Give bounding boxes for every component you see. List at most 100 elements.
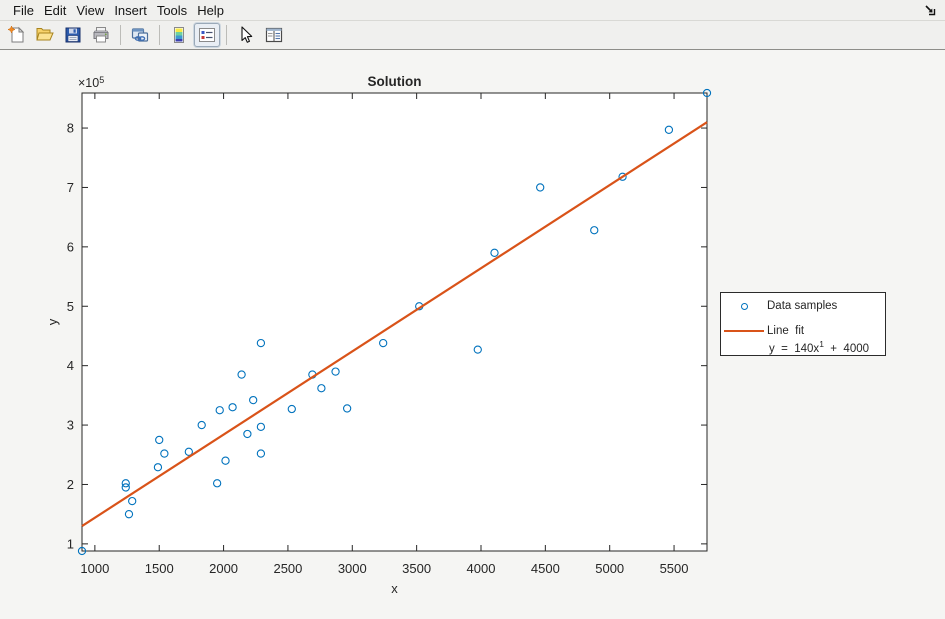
equation-pre: y = 140x	[769, 342, 820, 355]
y-tick-label: 6	[67, 239, 74, 254]
legend-entry-line-fit: Line fit	[721, 322, 885, 340]
insert-legend-icon	[199, 28, 215, 42]
x-tick-label: 2000	[209, 561, 238, 576]
legend-label: Line fit	[767, 325, 805, 337]
x-tick-label: 4000	[467, 561, 496, 576]
menu-view[interactable]: View	[76, 2, 105, 18]
y-tick-label: 8	[67, 121, 74, 136]
toolbar-separator	[120, 25, 121, 45]
data-point	[215, 406, 224, 415]
dock-figure-arrow-icon	[925, 5, 936, 16]
data-point	[221, 456, 230, 465]
data-point	[618, 172, 627, 181]
menu-file[interactable]: File	[13, 2, 34, 18]
figure-canvas: 1000 1500 2000 2500 3000 3500 4000 4500 5000 5500…	[0, 50, 945, 619]
y-axis-exponent-label: ×105	[78, 75, 104, 90]
data-point	[287, 404, 296, 414]
y-tick-label: 1	[67, 536, 74, 551]
data-point	[243, 429, 252, 439]
y-axis-label: y	[45, 318, 60, 325]
menu-bar: File Edit View Insert Tools Help	[0, 0, 945, 21]
data-point	[249, 395, 258, 405]
x-tick-label: 1000	[80, 561, 109, 576]
edit-plot-icon	[241, 26, 253, 43]
property-inspector-icon	[265, 27, 283, 43]
new-figure-icon	[7, 25, 25, 43]
data-point	[124, 510, 134, 519]
legend-marker-circle-icon	[740, 302, 748, 310]
property-inspector-button[interactable]	[261, 23, 287, 47]
data-point	[77, 546, 87, 556]
legend-entry-data-samples: Data samples	[721, 297, 885, 315]
fit-line	[81, 121, 708, 527]
x-tick-label: 2500	[273, 561, 302, 576]
legend-marker-line-icon	[724, 330, 764, 332]
menu-help[interactable]: Help	[197, 2, 224, 18]
equation-post: + 4000	[823, 342, 870, 355]
data-point	[256, 449, 266, 458]
data-point	[155, 435, 164, 445]
data-point	[184, 447, 193, 456]
print-figure-button[interactable]	[88, 23, 114, 47]
data-point	[121, 483, 130, 492]
data-point	[331, 367, 340, 376]
data-point	[342, 404, 352, 413]
new-figure-button[interactable]	[4, 23, 30, 47]
y-tick-label: 2	[67, 477, 74, 492]
x-axis-label: x	[391, 581, 398, 596]
x-tick-label: 5500	[660, 561, 689, 576]
toolbar-separator	[226, 25, 227, 45]
data-point	[237, 370, 246, 379]
dock-figure-button[interactable]	[923, 3, 937, 17]
data-point	[473, 345, 482, 354]
figure-toolbar	[0, 21, 945, 50]
insert-legend-button[interactable]	[194, 23, 220, 47]
data-point	[702, 88, 712, 98]
edit-plot-button[interactable]	[233, 23, 259, 47]
open-file-button[interactable]	[32, 23, 58, 47]
data-point	[153, 463, 163, 472]
menu-tools[interactable]: Tools	[156, 2, 188, 18]
data-point	[228, 403, 237, 412]
y-tick-label: 4	[67, 358, 74, 373]
toolbar-separator	[159, 25, 160, 45]
equation-exponent: 1	[819, 339, 824, 349]
data-point	[160, 449, 169, 458]
data-point	[212, 479, 222, 488]
menu-insert[interactable]: Insert	[114, 2, 147, 18]
data-point	[197, 420, 206, 430]
save-figure-icon	[65, 27, 81, 43]
x-tick-label: 5000	[595, 561, 624, 576]
data-point	[121, 479, 130, 488]
y-tick-label: 3	[67, 418, 74, 433]
plot-area: 1000 1500 2000 2500 3000 3500 4000 4500 5000 5500…	[45, 74, 712, 596]
x-tick-label: 3000	[338, 561, 367, 576]
axes-box	[81, 92, 708, 552]
save-figure-button[interactable]	[60, 23, 86, 47]
data-point	[256, 338, 266, 348]
data-point	[664, 125, 674, 134]
y-tick-label: 5	[67, 299, 74, 314]
y-tick-label: 7	[67, 180, 74, 195]
legend-fit-equation: y = 140x1 + 4000	[769, 339, 869, 355]
data-point	[256, 422, 266, 431]
insert-colorbar-icon	[174, 27, 184, 43]
legend-label: Data samples	[767, 300, 838, 312]
link-plot-button[interactable]	[127, 23, 153, 47]
x-tick-label: 4500	[531, 561, 560, 576]
open-file-icon	[36, 28, 54, 41]
data-point	[317, 384, 326, 393]
plot-title: Solution	[368, 74, 422, 89]
data-point	[128, 496, 137, 506]
data-point	[536, 183, 545, 192]
insert-colorbar-button[interactable]	[166, 23, 192, 47]
menu-edit[interactable]: Edit	[43, 2, 67, 18]
print-figure-icon	[93, 27, 109, 43]
link-plot-icon	[131, 28, 149, 42]
data-point	[590, 226, 599, 235]
data-point	[379, 338, 388, 348]
x-tick-label: 3500	[402, 561, 431, 576]
x-tick-label: 1500	[145, 561, 174, 576]
legend-box[interactable]: Data samples Line fit y = 140x1 + 4000	[720, 292, 886, 356]
data-point	[490, 248, 499, 257]
